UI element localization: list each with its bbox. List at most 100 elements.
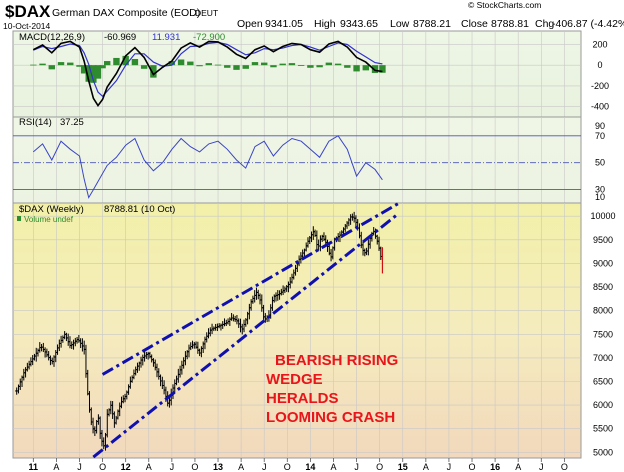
macd-histogram-bar [150, 65, 157, 78]
close-label: Close [461, 18, 488, 30]
rising-wedge [92, 200, 402, 459]
macd-histogram-bar [316, 65, 323, 68]
exchange-label: DEUT [195, 8, 218, 18]
macd-signal-value: 11.931 [152, 32, 180, 43]
macd-histogram-bar [233, 65, 240, 70]
macd-histogram-bar [104, 61, 111, 66]
price-legend: $DAX (Weekly) 8788.81 (10 Oct) Volume un… [17, 204, 175, 224]
source-label: © StockCharts.com [468, 0, 541, 10]
wedge-lower-line [92, 212, 400, 459]
x-tick-label: 14 [305, 462, 315, 472]
price-tick-label: 8500 [593, 282, 613, 292]
macd-histogram-bar [214, 64, 222, 66]
x-tick-label: 11 [29, 462, 39, 472]
x-tick-label: A [238, 462, 244, 472]
x-tick-label: A [423, 462, 429, 472]
macd-histogram-bar [76, 65, 83, 67]
volume-legend-swatch [17, 216, 21, 221]
chart-header: $DAX German DAX Composite (EOD) DEUT 10-… [3, 0, 624, 31]
macd-histogram-bar [122, 55, 129, 66]
macd-histogram-bar [344, 65, 351, 68]
macd-histogram-bar [224, 65, 231, 68]
macd-signal-line [33, 41, 383, 98]
price-tick-label: 7500 [593, 329, 613, 339]
macd-histogram-bar [80, 65, 88, 74]
macd-y-axis: 200 0 -200 -400 [591, 39, 609, 111]
x-tick-label: J [170, 462, 175, 472]
price-panel: 10000 9500 9000 8500 8000 7500 7000 6500 6000 550… [12, 200, 616, 459]
x-tick-label: 12 [121, 462, 131, 472]
macd-histogram-bar [168, 61, 176, 66]
macd-tick-label: -200 [591, 81, 609, 91]
price-tick-label: 5000 [593, 447, 613, 457]
macd-title: MACD(12,26,9) [19, 32, 85, 43]
macd-histogram-bar [288, 63, 296, 66]
macd-panel-background [12, 30, 582, 118]
low-label: Low [390, 18, 410, 30]
x-tick-label: O [99, 462, 106, 472]
x-tick-label: J [77, 462, 82, 472]
rsi-tick-label: 10 [595, 192, 605, 202]
rsi-tick-label: 70 [595, 131, 605, 141]
x-tick-label: O [284, 462, 291, 472]
macd-histogram-bar [94, 65, 102, 79]
chg-value: -406.87 (-4.42%) [552, 18, 624, 30]
macd-histogram-bar [30, 64, 37, 66]
wedge-annotation: BEARISH RISING WEDGE HERALDS LOOMING CRA… [266, 352, 398, 426]
rsi-grid [13, 117, 581, 203]
rsi-line [32, 135, 383, 199]
macd-histogram-bar [379, 65, 386, 73]
x-tick-label: O [561, 462, 568, 472]
macd-histogram-bar [325, 62, 333, 66]
price-tick-label: 9500 [593, 235, 613, 245]
x-tick-label: A [53, 462, 59, 472]
macd-histogram [30, 55, 386, 83]
close-value: 8788.81 [491, 18, 529, 30]
volume-legend: Volume undef [24, 215, 74, 224]
macd-tick-label: -400 [591, 102, 609, 112]
macd-histogram-bar [251, 62, 259, 66]
macd-histogram-bar [113, 57, 120, 66]
open-label: Open [237, 18, 263, 30]
rsi-tick-label: 30 [595, 185, 605, 195]
macd-histogram-bar [90, 65, 97, 83]
x-tick-label: J [262, 462, 267, 472]
macd-histogram-bar [48, 65, 55, 70]
macd-histogram-bar [270, 65, 277, 68]
macd-histogram-bar [39, 63, 46, 66]
macd-histogram-bar [279, 63, 286, 66]
price-tick-label: 10000 [590, 211, 615, 221]
price-value: 8788.81 (10 Oct) [104, 204, 175, 215]
date-label: 10-Oct-2014 [3, 21, 51, 31]
x-tick-label: 15 [398, 462, 408, 472]
macd-histogram-bar [140, 65, 148, 69]
rsi-tick-label: 90 [595, 121, 605, 131]
price-title: $DAX (Weekly) [19, 204, 84, 215]
open-value: 9341.05 [265, 18, 303, 30]
rsi-title: RSI(14) [19, 117, 52, 128]
rsi-value: 37.25 [60, 117, 84, 128]
x-tick-label: J [539, 462, 544, 472]
instrument-name: German DAX Composite (EOD) [52, 7, 200, 19]
macd-histogram-bar [205, 63, 212, 66]
annotation-line-3: HERALDS [266, 390, 339, 407]
price-y-axis: 10000 9500 9000 8500 8000 7500 7000 6500 6000 550… [590, 211, 615, 457]
macd-histogram-value: -72.900 [193, 32, 225, 43]
macd-line [32, 40, 383, 108]
macd-panel: 200 0 -200 -400 MACD(12,26,9) -60.969 11.93… [12, 30, 609, 118]
macd-legend: MACD(12,26,9) -60.969 11.931 -72.900 [19, 32, 225, 43]
annotation-line-1: BEARISH RISING [275, 352, 398, 369]
macd-histogram-bar [307, 65, 314, 68]
macd-histogram-bar [99, 65, 106, 69]
macd-histogram-bar [187, 61, 194, 66]
annotation-line-4: LOOMING CRASH [266, 409, 395, 426]
price-tick-label: 9000 [593, 258, 613, 268]
macd-histogram-bar [177, 59, 185, 66]
macd-value: -60.969 [104, 32, 136, 43]
price-tick-label: 6500 [593, 377, 613, 387]
x-axis: 11 A J O 12 A J O 13 A J O 14 A J O 15 A J O 16 A J O [29, 458, 568, 472]
x-tick-label: O [191, 462, 198, 472]
